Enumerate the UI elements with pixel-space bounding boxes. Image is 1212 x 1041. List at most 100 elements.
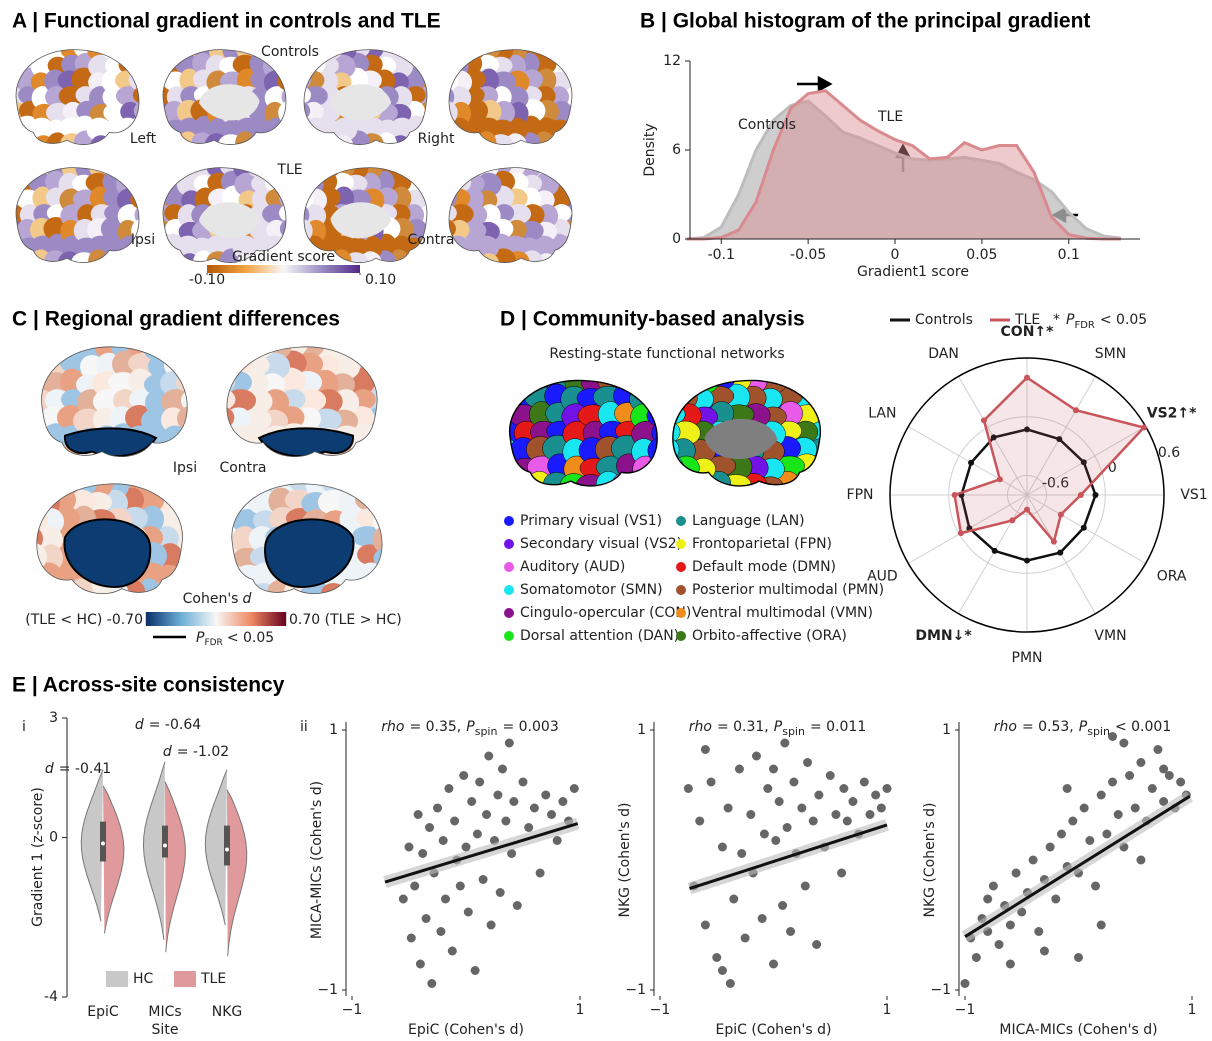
significance-note: *PFDR< 0.05 [1053,312,1147,331]
brain-parcel [179,333,205,358]
point [513,901,522,910]
brain-parcel [132,53,156,75]
radar-point [1024,558,1030,564]
point [695,817,704,826]
brain-parcel [279,186,304,210]
brain-parcel [19,470,45,497]
brain-parcel [633,456,659,482]
radar-point [1057,550,1063,556]
brain-parcel [43,333,69,358]
hemisphere-label: Ipsi [131,232,155,248]
brain-parcel [434,171,458,193]
brain-parcel [130,175,154,193]
point [1108,778,1117,787]
text-part: = 0.35, [409,719,461,735]
point [1102,830,1111,839]
brain-parcel [366,353,393,376]
brain-surface [15,468,200,608]
point [1136,758,1145,767]
text-part: = -0.41 [59,761,111,777]
x-tick-label: -0.1 [708,247,735,263]
box [162,826,168,858]
brain-parcel [459,158,484,178]
brain-parcel [18,509,48,532]
text-part: rho [689,719,712,735]
brain-parcel [33,581,61,608]
network-swatch [504,631,514,641]
brain-parcel [416,251,440,275]
text-part: rho [381,719,404,735]
x-tick-label: −1 [650,1002,671,1018]
hemisphere-label: Contra [219,460,266,476]
brain-parcel [656,368,682,392]
y-tick-label: −1 [930,982,951,998]
brain-parcel [492,386,518,412]
y-tick-label: 0 [672,231,681,247]
chart-title: B | Global histogram of the principal gr… [640,10,1090,33]
point [780,739,789,748]
point [746,810,755,819]
point [464,908,473,917]
brain-parcel [163,335,187,360]
brain-parcel [318,40,343,60]
x-tick-label: −1 [342,1002,363,1018]
correlation-label: rho= 0.31,Pspin= 0.011 [689,719,866,738]
network-label: Language (LAN) [692,513,805,529]
brain-parcel [244,336,275,359]
brain-parcel [433,248,458,272]
hemisphere-label: Ipsi [173,460,197,476]
median [163,844,167,848]
point [427,979,436,988]
brain-parcel [354,581,383,601]
point [752,752,761,761]
brain-parcel [629,473,657,499]
point [553,836,562,845]
brain-parcel [634,369,658,395]
point [524,823,533,832]
brain-parcel [564,173,586,193]
radar-point [981,417,987,423]
hemisphere-label: Right [418,131,455,147]
panel-title: C | Regional gradient differences [12,308,340,331]
panel-title: E | Across-site consistency [12,674,285,697]
brain-parcel [149,157,169,177]
brain-parcel [434,38,456,62]
colorbar-tick-label: 0.70 (TLE > HC) [289,612,402,628]
point [498,765,507,774]
brain-parcel [338,580,365,605]
violin-half [205,770,227,925]
violin-half [165,782,185,952]
brain-parcel [405,38,427,58]
network-label: Dorsal attention (DAN) [520,628,679,644]
point [741,934,750,943]
text-part: spin [475,725,498,738]
brain-parcel [133,156,155,180]
brain-parcel [461,36,486,60]
panel-title: D | Community-based analysis [500,308,805,331]
brain [212,472,404,607]
point [473,830,482,839]
brain-parcel [147,447,173,467]
brain-parcel [303,133,327,153]
brain-parcel [208,351,237,376]
brain-parcel [369,335,394,358]
violin-half [103,786,124,934]
brain-parcel [279,204,299,222]
point [448,947,457,956]
point [1176,778,1185,787]
brain-parcel [339,473,370,493]
point [718,966,727,975]
brain-parcel [496,369,520,395]
point [961,979,970,988]
r-tick-label: 0.6 [1158,445,1180,461]
panel-title: A | Functional gradient in controls and … [12,10,441,33]
point [475,778,484,787]
point [416,960,425,969]
brain-parcel [371,582,402,607]
brain-parcel [562,157,582,177]
category-label: ORA [1157,569,1187,585]
point [547,810,556,819]
y-tick-label: 1 [637,722,646,738]
point [482,810,491,819]
group-label: TLE [276,162,302,178]
